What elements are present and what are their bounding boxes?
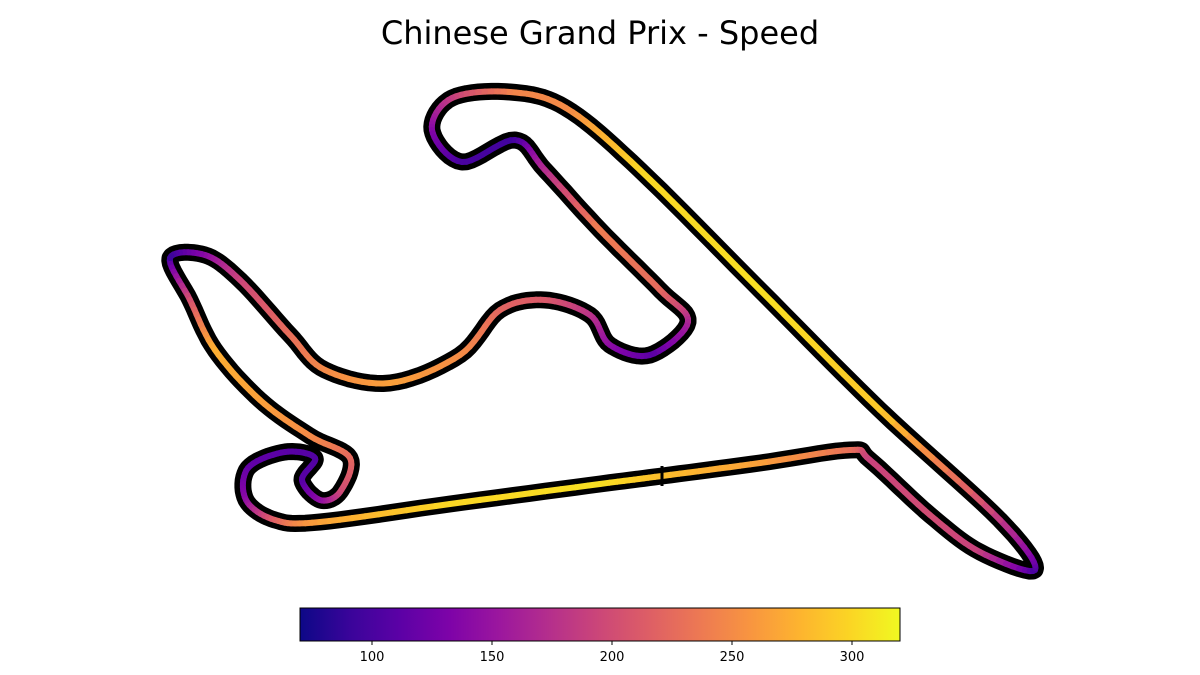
colorbar-ticks: 100 150 200 250 300 [360, 641, 865, 665]
colorbar-tick-label: 300 [840, 650, 865, 665]
speed-segment [706, 236, 726, 256]
speed-segment [694, 223, 713, 243]
speed-segment [719, 249, 739, 269]
speed-segment [167, 253, 175, 261]
track-speed-trace [166, 88, 1039, 575]
colorbar-tick-label: 200 [600, 650, 625, 665]
colorbar-tick-label: 250 [720, 650, 745, 665]
colorbar-tick-label: 150 [480, 650, 505, 665]
colorbar-gradient [299, 607, 901, 642]
track-map [161, 82, 1044, 580]
colorbar-tick-label: 100 [360, 650, 385, 665]
chart-title: Chinese Grand Prix - Speed [380, 14, 820, 52]
